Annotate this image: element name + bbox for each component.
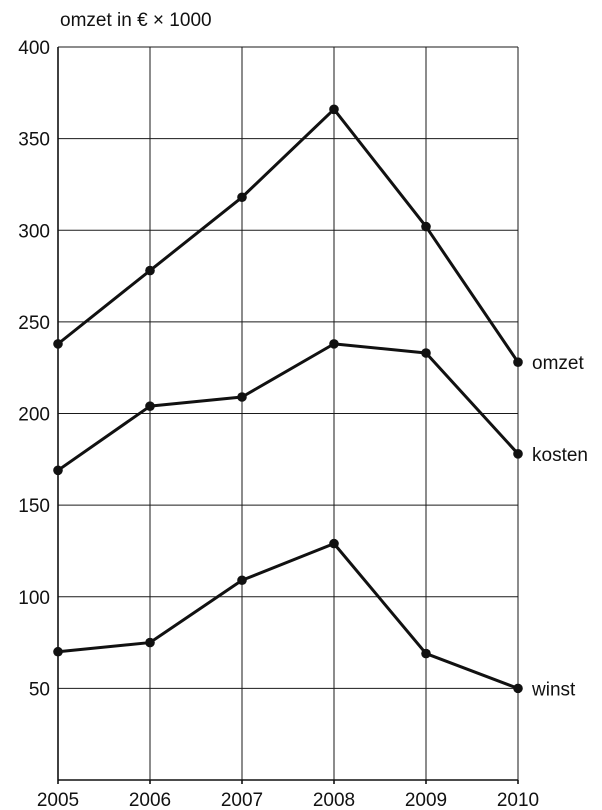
data-point-kosten bbox=[513, 449, 523, 459]
y-tick-label: 200 bbox=[18, 405, 50, 426]
data-point-kosten bbox=[145, 401, 155, 411]
x-tick-labels: 2005 2006 2007 2008 2009 2010 bbox=[37, 790, 539, 810]
data-point-winst bbox=[421, 648, 431, 659]
x-tick-label: 2008 bbox=[313, 790, 355, 810]
y-tick-label: 250 bbox=[18, 313, 50, 334]
data-point-omzet bbox=[513, 357, 523, 367]
data-point-winst bbox=[513, 683, 523, 694]
data-point-winst bbox=[329, 538, 339, 549]
y-tick-label: 150 bbox=[18, 496, 50, 517]
series-labels: omzet kosten winst bbox=[531, 353, 588, 700]
series-label-omzet: omzet bbox=[532, 353, 584, 374]
series-line-kosten bbox=[56, 342, 520, 472]
x-tick-label: 2009 bbox=[405, 790, 447, 810]
data-point-winst bbox=[53, 646, 63, 657]
y-tick-label: 300 bbox=[18, 221, 50, 242]
data-point-kosten bbox=[329, 339, 339, 349]
data-point-omzet bbox=[145, 265, 155, 276]
x-tick-label: 2007 bbox=[221, 790, 263, 810]
data-point-kosten bbox=[237, 392, 247, 402]
x-tick-label: 2005 bbox=[37, 790, 79, 810]
data-point-omzet bbox=[329, 104, 339, 115]
series-label-kosten: kosten bbox=[532, 445, 588, 466]
series-line-omzet bbox=[56, 107, 520, 364]
data-point-winst bbox=[145, 637, 155, 648]
series-line-winst bbox=[56, 542, 520, 690]
data-point-kosten bbox=[53, 465, 63, 476]
y-tick-label: 50 bbox=[29, 679, 50, 700]
y-tick-label: 350 bbox=[18, 130, 50, 151]
grid bbox=[58, 46, 519, 780]
y-tick-label: 100 bbox=[18, 588, 50, 609]
data-point-omzet bbox=[53, 339, 63, 349]
data-point-omzet bbox=[421, 221, 431, 232]
data-point-kosten bbox=[421, 348, 431, 358]
data-point-omzet bbox=[237, 192, 247, 203]
data-point-winst bbox=[237, 575, 247, 586]
y-axis-title: omzet in € × 1000 bbox=[60, 10, 212, 31]
series-group bbox=[53, 104, 523, 694]
x-tick-label: 2010 bbox=[497, 790, 539, 810]
x-tick-label: 2006 bbox=[129, 790, 171, 810]
axes bbox=[57, 47, 519, 784]
series-label-winst: winst bbox=[531, 679, 576, 700]
y-tick-labels: 50 100 150 200 250 300 350 400 bbox=[18, 38, 50, 700]
y-tick-label: 400 bbox=[18, 38, 50, 59]
